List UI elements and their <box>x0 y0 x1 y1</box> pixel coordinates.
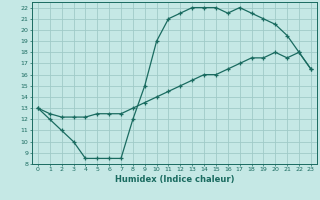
X-axis label: Humidex (Indice chaleur): Humidex (Indice chaleur) <box>115 175 234 184</box>
